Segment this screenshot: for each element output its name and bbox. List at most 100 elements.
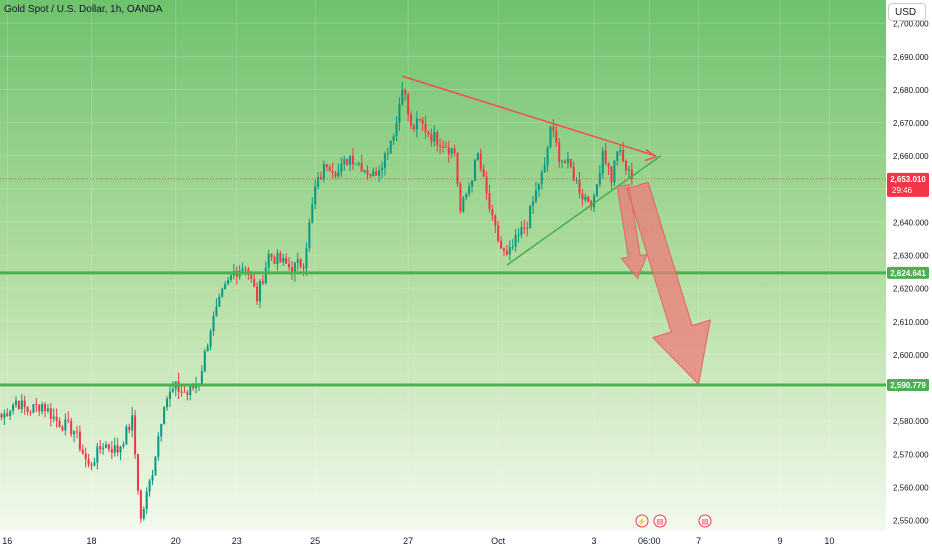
candle-body (14, 400, 17, 405)
time-axis-label: 20 (171, 536, 181, 546)
chart-background (0, 0, 886, 530)
candle-body (151, 475, 154, 481)
lightning-icon[interactable]: ⚡ (635, 514, 649, 528)
candle-body (404, 89, 407, 95)
candle-body (107, 444, 110, 449)
candle-body (183, 391, 186, 393)
candle-body (563, 160, 567, 163)
candle-body (453, 148, 456, 154)
time-axis-label: 9 (777, 536, 782, 546)
candle-body (12, 404, 15, 411)
candle-body (44, 404, 47, 412)
candle-body (142, 509, 145, 519)
grid (0, 0, 886, 530)
candle-body (534, 190, 537, 202)
candle-body (192, 386, 195, 389)
candle-body (145, 491, 148, 510)
price-axis-label: 2,580.000 (893, 417, 929, 426)
candle-body (23, 400, 26, 408)
candle-body (520, 227, 523, 235)
candle-body (439, 144, 442, 147)
candle-body (328, 166, 331, 172)
candle-body (494, 215, 497, 226)
candle-body (502, 248, 506, 251)
candle-body (116, 445, 119, 453)
chart-title: Gold Spot / U.S. Dollar, 1h, OANDA (4, 4, 163, 15)
time-axis-label: 25 (310, 536, 320, 546)
candle-body (465, 193, 468, 198)
candle-body (224, 284, 227, 289)
candle-body (369, 174, 372, 176)
candle-body (511, 246, 514, 248)
time-axis[interactable]: 16 18 20 23 25 27 Oct 3 06:00 7 9 10 (2, 536, 834, 546)
candle-body (427, 132, 430, 135)
candles (0, 81, 633, 523)
candle-body (314, 186, 317, 205)
candle-body (418, 118, 421, 120)
price-axis-label: 2,550.000 (893, 517, 929, 526)
candle-body (93, 462, 96, 466)
price-axis-label: 2,700.000 (893, 20, 929, 29)
currency-button[interactable]: USD (888, 3, 926, 21)
time-axis-label: 7 (696, 536, 701, 546)
candle-body (206, 346, 209, 352)
candle-body (508, 247, 511, 255)
candle-body (20, 400, 23, 410)
candle-body (305, 248, 308, 269)
price-axis-label: 2,640.000 (893, 218, 929, 227)
candle-body (171, 388, 174, 392)
candle-body (128, 426, 131, 431)
trendlines[interactable] (402, 75, 662, 266)
candle-body (578, 179, 581, 194)
candle-body (67, 419, 70, 421)
candle-body (75, 431, 78, 433)
time-axis-label: 10 (824, 536, 834, 546)
calendar-flag-icon[interactable]: ▤ (653, 514, 667, 528)
calendar-flag-icon-2[interactable]: ▤ (698, 514, 712, 528)
projection-arrows[interactable] (616, 181, 711, 386)
candle-body (482, 168, 485, 177)
candle-body (395, 122, 398, 137)
candle-body (218, 296, 221, 307)
trendline-upper[interactable] (402, 75, 656, 157)
candle-body (392, 136, 395, 141)
candle-body (410, 114, 413, 126)
price-axis-label: 2,560.000 (893, 483, 929, 492)
candle-body (302, 266, 305, 269)
trendline-lower[interactable] (506, 155, 662, 266)
candle-body (319, 177, 323, 180)
level-price-tag (887, 266, 929, 279)
candle-body (299, 259, 302, 267)
lightning-icon-bg (635, 514, 649, 528)
candle-body (38, 404, 41, 412)
candle-body (163, 407, 166, 424)
candle-body (546, 147, 549, 166)
price-axis-label: 2,680.000 (893, 86, 929, 95)
horizontal-levels[interactable] (0, 178, 886, 387)
candle-body (180, 391, 183, 393)
event-markers[interactable]: ⚡ ▤ ▤ (635, 514, 712, 528)
candle-body (444, 146, 447, 148)
candle-body (195, 385, 198, 389)
candle-body (386, 153, 389, 155)
candle-body (459, 183, 462, 212)
candle-body (433, 132, 436, 142)
candle-body (349, 155, 352, 165)
calendar-flag-icon-2-glyph: ▤ (701, 517, 708, 526)
candle-body (212, 315, 215, 332)
candle-body (105, 444, 108, 448)
candle-body (282, 258, 285, 263)
candle-body (613, 160, 616, 183)
candle-body (462, 197, 465, 212)
candle-body (372, 171, 375, 176)
candle-body (456, 153, 459, 184)
candle-body (308, 222, 311, 249)
candle-body (624, 160, 628, 171)
projection-arrow-long-arrow[interactable] (626, 181, 711, 386)
candle-body (593, 195, 596, 208)
candle-body (139, 490, 142, 519)
candle-body (46, 408, 49, 412)
price-axis-label: 2,610.000 (893, 318, 929, 327)
